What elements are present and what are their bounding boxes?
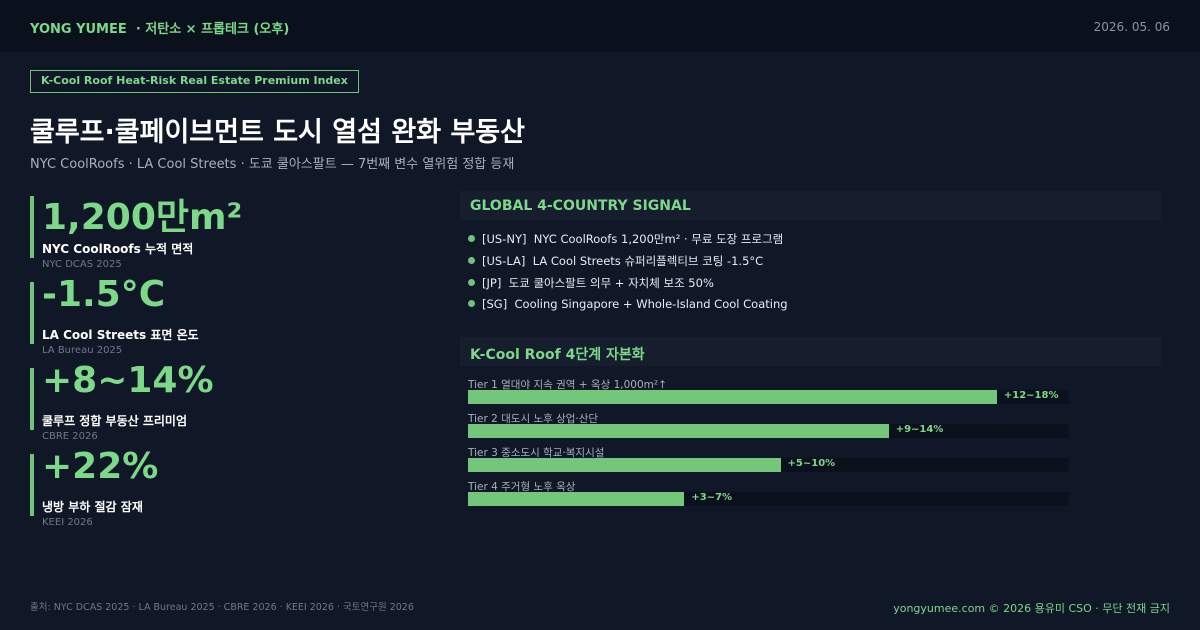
stat-label: NYC CoolRoofs 누적 면적 bbox=[42, 242, 194, 256]
tag: [US-NY] bbox=[482, 232, 527, 246]
tier-range: +12~18% bbox=[1003, 390, 1059, 401]
title: 쿨루프·쿨페이브먼트 도시 열섬 완화 부동산 bbox=[30, 117, 525, 148]
tier-bar bbox=[468, 424, 889, 438]
header-bar bbox=[0, 0, 1200, 52]
bar-track: +12~18% bbox=[468, 390, 1069, 404]
sources: 출처: NYC DCAS 2025 · LA Bureau 2025 · CBR… bbox=[30, 602, 414, 613]
signal-text: Cooling Singapore + Whole-Island Cool Co… bbox=[514, 297, 788, 311]
subtitle: NYC CoolRoofs · LA Cool Streets · 도쿄 쿨아스… bbox=[30, 157, 515, 172]
tier-label: Tier 4 주거형 노후 옥상 bbox=[468, 481, 576, 493]
bar-track: +9~14% bbox=[468, 424, 1069, 438]
stat-source: NYC DCAS 2025 bbox=[42, 259, 122, 270]
stat: +22% 냉방 부하 절감 잠재 KEEI 2026 bbox=[30, 446, 410, 528]
date: 2026. 05. 06 bbox=[1093, 20, 1170, 34]
tier-label: Tier 2 대도시 노후 상업·산단 bbox=[468, 413, 599, 425]
stat-label: 냉방 부하 절감 잠재 bbox=[42, 500, 143, 514]
section-title: K-Cool Roof 4단계 자본화 bbox=[460, 337, 1161, 366]
badge: K-Cool Roof Heat-Risk Real Estate Premiu… bbox=[30, 70, 359, 93]
tier-range: +3~7% bbox=[691, 492, 733, 503]
stat: -1.5°C LA Cool Streets 표면 온도 LA Bureau 202… bbox=[30, 274, 410, 356]
tagline: · 저탄소 × 프롭테크 (오후) bbox=[135, 22, 290, 37]
tag: [US-LA] bbox=[482, 254, 526, 268]
signal-text: LA Cool Streets 슈퍼리플렉티브 코팅 -1.5°C bbox=[532, 254, 764, 268]
bar-track: +3~7% bbox=[468, 492, 1069, 506]
tier-range: +9~14% bbox=[895, 424, 944, 435]
tier-bar bbox=[468, 492, 685, 506]
tier-bar bbox=[468, 390, 997, 404]
signal-text: 도쿄 쿨아스팔트 의무 + 자치체 보조 50% bbox=[508, 276, 714, 290]
stat-value: 1,200만m² bbox=[42, 197, 243, 238]
tier-bar bbox=[468, 458, 781, 472]
signal-item: [JP] 도쿄 쿨아스팔트 의무 + 자치체 보조 50% bbox=[468, 275, 714, 291]
bar-track: +5~10% bbox=[468, 458, 1069, 472]
stat-label: 쿨루프 정합 부동산 프리미엄 bbox=[42, 414, 188, 428]
accent-bar bbox=[30, 368, 34, 430]
stat: +8~14% 쿨루프 정합 부동산 프리미엄 CBRE 2026 bbox=[30, 360, 410, 442]
tag: [JP] bbox=[482, 276, 502, 290]
signal-text: NYC CoolRoofs 1,200만m² · 무료 도장 프로그램 bbox=[533, 232, 784, 246]
tier-range: +5~10% bbox=[787, 458, 836, 469]
stat-value: -1.5°C bbox=[42, 274, 166, 315]
credit: yongyumee.com © 2026 용유미 CSO · 무단 전재 금지 bbox=[893, 602, 1170, 615]
signal-item: [US-LA] LA Cool Streets 슈퍼리플렉티브 코팅 -1.5°… bbox=[468, 253, 763, 269]
signal-item: [SG] Cooling Singapore + Whole-Island Co… bbox=[468, 297, 788, 311]
stat: 1,200만m² NYC CoolRoofs 누적 면적 NYC DCAS 2025 bbox=[30, 196, 410, 270]
tier-label: Tier 3 중소도시 학교·복지시설 bbox=[468, 447, 605, 459]
stat-source: LA Bureau 2025 bbox=[42, 345, 123, 356]
tag: [SG] bbox=[482, 297, 508, 311]
stat-label: LA Cool Streets 표면 온도 bbox=[42, 328, 199, 342]
accent-bar bbox=[30, 282, 34, 344]
accent-bar bbox=[30, 196, 34, 258]
accent-bar bbox=[30, 454, 34, 516]
stat-source: KEEI 2026 bbox=[42, 517, 93, 528]
tier-label: Tier 1 열대야 지속 권역 + 옥상 1,000m²↑ bbox=[468, 379, 667, 391]
section-title: GLOBAL 4-COUNTRY SIGNAL bbox=[460, 191, 1161, 220]
stat-source: CBRE 2026 bbox=[42, 431, 98, 442]
brand: YONG YUMEE · 저탄소 × 프롭테크 (오후) bbox=[30, 18, 289, 37]
brand-name: YONG YUMEE bbox=[30, 22, 127, 37]
signal-item: [US-NY] NYC CoolRoofs 1,200만m² · 무료 도장 프… bbox=[468, 231, 783, 247]
stat-value: +22% bbox=[42, 446, 159, 487]
stat-value: +8~14% bbox=[42, 360, 214, 401]
